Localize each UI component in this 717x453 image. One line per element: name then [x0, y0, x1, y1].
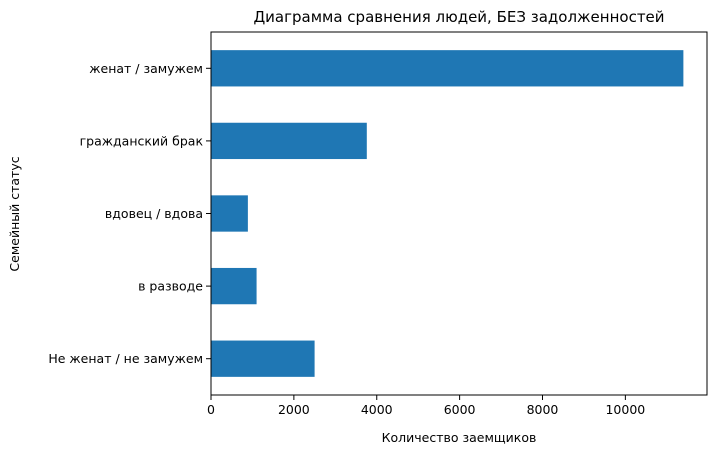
bars-group	[211, 50, 684, 377]
x-tick-label: 8000	[527, 402, 559, 417]
y-axis-title: Семейный статус	[7, 156, 22, 271]
x-axis-ticks: 0 2000 4000 6000 8000 10000	[207, 395, 645, 417]
x-tick-label: 6000	[444, 402, 476, 417]
bar-3	[211, 122, 367, 160]
y-axis-ticks: Не женат / не замужем в разводе вдовец / в…	[48, 61, 211, 366]
x-tick-label: 2000	[278, 402, 310, 417]
x-tick-label: 4000	[361, 402, 393, 417]
y-tick-label: в разводе	[138, 279, 203, 294]
y-tick-label: гражданский брак	[80, 133, 204, 148]
bar-0	[211, 340, 315, 377]
bar-4	[211, 50, 684, 87]
y-tick-label: женат / замужем	[89, 61, 203, 76]
bar-2	[211, 195, 248, 232]
bar-1	[211, 267, 257, 305]
x-axis-title: Количество заемщиков	[382, 430, 537, 445]
y-tick-label: вдовец / вдова	[105, 206, 203, 221]
chart-title: Диаграмма сравнения людей, БЕЗ задолженн…	[253, 8, 664, 26]
plot-frame	[210, 31, 708, 396]
y-tick-label: Не женат / не замужем	[48, 351, 203, 366]
x-tick-label: 0	[207, 402, 215, 417]
x-tick-label: 10000	[605, 402, 645, 417]
